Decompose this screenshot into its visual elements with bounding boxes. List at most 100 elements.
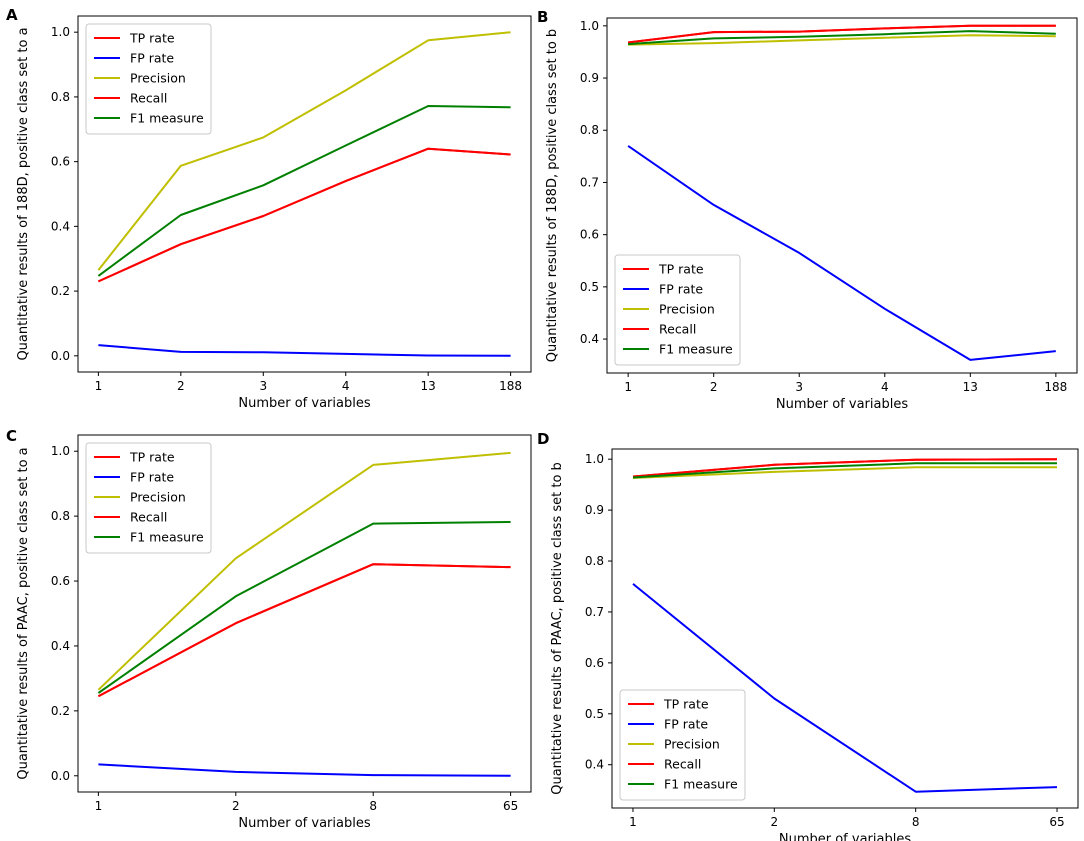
y-tick-label: 1.0 bbox=[580, 19, 599, 33]
y-tick-label: 0.2 bbox=[51, 704, 70, 718]
series-line-f1-measure bbox=[97, 105, 511, 277]
y-tick-label: 1.0 bbox=[585, 452, 604, 466]
y-tick-label: 0.0 bbox=[51, 349, 70, 363]
y-tick-label: 0.6 bbox=[51, 155, 70, 169]
y-tick-label: 0.0 bbox=[51, 769, 70, 783]
x-axis-label: Number of variables bbox=[238, 396, 370, 411]
x-tick-label: 2 bbox=[771, 815, 779, 829]
y-tick-label: 0.6 bbox=[585, 656, 604, 670]
y-tick-label: 0.7 bbox=[580, 175, 599, 189]
x-tick-label: 8 bbox=[369, 799, 377, 813]
y-tick-label: 1.0 bbox=[51, 444, 70, 458]
legend: TP rate FP rate Precision Recall F1 measure bbox=[85, 23, 212, 135]
y-tick-label: 0.6 bbox=[51, 574, 70, 588]
series-line-fp-rate bbox=[632, 583, 1058, 793]
x-tick-label: 3 bbox=[795, 380, 803, 394]
legend-label: FP rate bbox=[130, 51, 174, 66]
y-axis-label: Quantitative results of 188D, positive c… bbox=[16, 27, 31, 360]
y-tick-label: 0.8 bbox=[51, 90, 70, 104]
x-tick-label: 13 bbox=[421, 379, 436, 393]
panel-d: D 1 2 8 65 0.4 0.5 0.6 0.7 0.8 0.9 1.0 Number of var… bbox=[537, 430, 1079, 841]
legend-label: Recall bbox=[130, 510, 167, 525]
series-line-f1-measure bbox=[632, 462, 1057, 479]
legend-label: TP rate bbox=[658, 262, 704, 277]
x-axis-label: Number of variables bbox=[776, 397, 908, 412]
panel-letter: D bbox=[537, 430, 549, 448]
panel-letter: B bbox=[537, 8, 548, 26]
legend-label: Precision bbox=[659, 302, 715, 317]
legend-label: Recall bbox=[130, 91, 167, 106]
panel-b: B 1 2 3 4 13 188 0.4 0.5 0.6 0.7 0.8 0.9 1.0 Number of… bbox=[537, 8, 1078, 412]
panel-letter: C bbox=[6, 427, 17, 445]
y-axis-label: Quantitative results of PAAC, positive c… bbox=[16, 447, 31, 779]
series-line-tp-rate bbox=[97, 147, 511, 283]
x-tick-label: 188 bbox=[1044, 380, 1067, 394]
series-line-recall bbox=[632, 458, 1058, 478]
y-tick-label: 0.9 bbox=[585, 503, 604, 517]
x-tick-label: 4 bbox=[342, 379, 350, 393]
series-line-precision bbox=[628, 34, 1056, 46]
panel-c: C 1 2 8 65 0.0 0.2 0.4 0.6 0.8 1.0 Number of variab… bbox=[6, 427, 532, 831]
legend-label: F1 measure bbox=[664, 777, 738, 792]
x-tick-label: 65 bbox=[503, 799, 518, 813]
x-tick-label: 188 bbox=[499, 379, 522, 393]
legend: TP rate FP rate Precision Recall F1 measure bbox=[619, 689, 746, 801]
x-tick-label: 8 bbox=[912, 815, 920, 829]
y-axis-label: Quantitative results of PAAC, positive c… bbox=[550, 462, 565, 795]
y-tick-label: 0.6 bbox=[580, 228, 599, 242]
x-tick-label: 3 bbox=[259, 379, 267, 393]
series-line-precision bbox=[97, 451, 511, 691]
y-tick-label: 0.8 bbox=[51, 509, 70, 523]
legend-label: Recall bbox=[664, 757, 701, 772]
legend-box bbox=[614, 254, 741, 366]
legend-box bbox=[85, 442, 212, 554]
y-axis-label: Quantitative results of 188D, positive c… bbox=[545, 29, 560, 362]
legend-label: FP rate bbox=[664, 717, 708, 732]
y-tick-label: 0.2 bbox=[51, 284, 70, 298]
legend-label: TP rate bbox=[129, 450, 175, 465]
x-tick-label: 1 bbox=[95, 799, 103, 813]
x-tick-label: 2 bbox=[710, 380, 718, 394]
x-tick-label: 1 bbox=[629, 815, 637, 829]
y-tick-label: 0.4 bbox=[51, 639, 70, 653]
x-tick-label: 1 bbox=[95, 379, 103, 393]
series-line-f1-measure bbox=[97, 521, 511, 694]
legend-label: Precision bbox=[130, 71, 186, 86]
series-line-fp-rate bbox=[627, 145, 1056, 361]
legend-label: TP rate bbox=[129, 31, 175, 46]
panel-a: A 1 2 3 4 13 188 0.0 0.2 0.4 0.6 0.8 1.0 Number of va… bbox=[6, 6, 532, 411]
legend: TP rate FP rate Precision Recall F1 measure bbox=[85, 442, 212, 554]
y-tick-label: 0.8 bbox=[585, 554, 604, 568]
legend-box bbox=[85, 23, 212, 135]
series-line-precision bbox=[97, 31, 511, 271]
legend: TP rate FP rate Precision Recall F1 measure bbox=[614, 254, 741, 366]
legend-label: TP rate bbox=[663, 697, 709, 712]
y-tick-label: 0.5 bbox=[585, 707, 604, 721]
series-line-fp-rate bbox=[98, 344, 511, 357]
y-tick-label: 0.7 bbox=[585, 605, 604, 619]
y-tick-label: 0.4 bbox=[585, 758, 604, 772]
series-line-recall bbox=[97, 147, 511, 283]
y-tick-label: 1.0 bbox=[51, 25, 70, 39]
panel-letter: A bbox=[6, 6, 18, 24]
y-tick-label: 0.9 bbox=[580, 71, 599, 85]
y-tick-label: 0.8 bbox=[580, 123, 599, 137]
y-tick-label: 0.5 bbox=[580, 280, 599, 294]
x-tick-label: 4 bbox=[881, 380, 889, 394]
axes-frame bbox=[77, 434, 532, 793]
y-tick-label: 0.4 bbox=[51, 219, 70, 233]
legend-box bbox=[619, 689, 746, 801]
series-line-recall bbox=[97, 563, 511, 698]
axes-frame bbox=[611, 448, 1079, 809]
legend-label: Precision bbox=[664, 737, 720, 752]
legend-label: FP rate bbox=[659, 282, 703, 297]
x-tick-label: 2 bbox=[232, 799, 240, 813]
legend-label: FP rate bbox=[130, 470, 174, 485]
legend-label: Precision bbox=[130, 490, 186, 505]
x-tick-label: 13 bbox=[963, 380, 978, 394]
legend-label: F1 measure bbox=[659, 342, 733, 357]
y-tick-label: 0.4 bbox=[580, 332, 599, 346]
legend-label: Recall bbox=[659, 322, 696, 337]
x-axis-label: Number of variables bbox=[238, 816, 370, 831]
